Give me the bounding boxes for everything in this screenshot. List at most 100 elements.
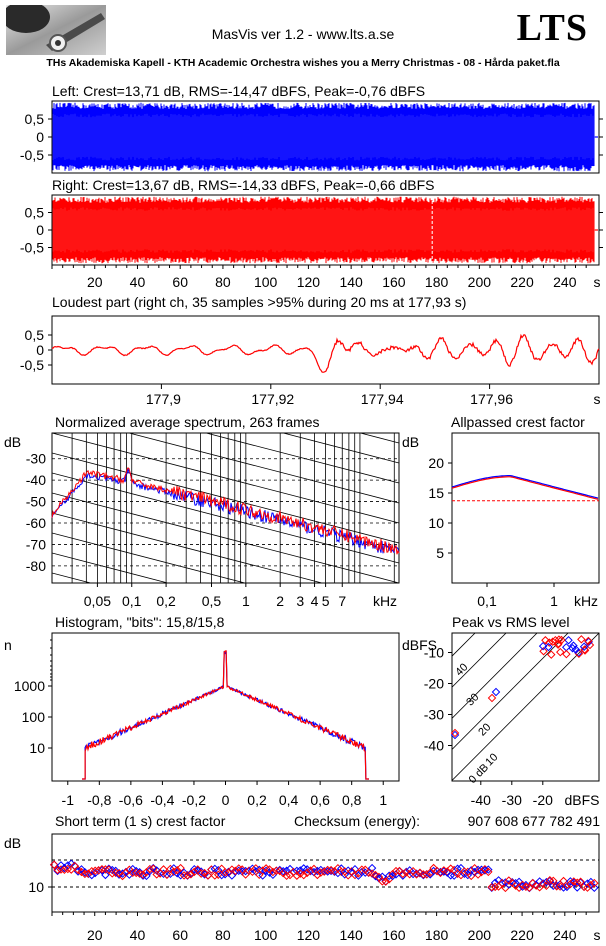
- spectrum-ytick-label: -70: [26, 536, 46, 552]
- spectrum-grid: [51, 433, 399, 583]
- shortterm-point-right: [549, 876, 558, 886]
- right-waveform: [52, 196, 598, 264]
- loudest-xtick-label: 177,94: [361, 391, 404, 407]
- spectrum-diagonal: [52, 492, 399, 583]
- right-xtick-label: 140: [339, 274, 363, 290]
- logo-photo: [2, 1, 106, 55]
- histogram-ytick-label: 100: [22, 709, 46, 725]
- spectrum-xtick-label: 5: [322, 593, 330, 609]
- shortterm-point-left: [466, 866, 476, 875]
- shortterm-point-right: [590, 878, 599, 888]
- shortterm-point-right: [316, 868, 326, 877]
- shortterm-point-right: [583, 883, 592, 892]
- histogram-ytick-label: 1000: [14, 678, 45, 694]
- spectrum-diagonal: [52, 313, 399, 403]
- spectrum-diagonal: [204, 433, 399, 484]
- shortterm-point-right: [203, 871, 213, 880]
- shortterm-point-left: [494, 876, 503, 885]
- shortterm-point-left: [101, 870, 110, 880]
- peakrms-diagonal: [452, 633, 538, 719]
- histogram-xtick-label: 0: [222, 792, 230, 808]
- shortterm-xtick-label: 220: [510, 927, 534, 943]
- shortterm-point-right: [395, 866, 404, 876]
- spectrum-ytick-label: -30: [26, 451, 46, 467]
- shortterm-point-right: [381, 877, 390, 886]
- spectrum-ytick-label: -40: [26, 472, 46, 488]
- right-xtick-label: 100: [254, 274, 278, 290]
- peakrms-diagonal: [452, 633, 569, 750]
- histogram-series-left: [82, 650, 369, 780]
- peakrms-point: [544, 642, 553, 652]
- shortterm-point-right: [456, 870, 466, 880]
- shortterm-xtick-label: 240: [553, 927, 577, 943]
- peakrms-point: [487, 693, 497, 703]
- peakrms-frame: [451, 632, 600, 782]
- spectrum-diagonal: [52, 472, 399, 564]
- shortterm-xtick-label: 140: [339, 927, 363, 943]
- shortterm-point-left: [60, 863, 69, 873]
- histogram-title: Histogram, "bits": 15,8/15,8: [55, 614, 225, 630]
- histogram-xtick-label: -0,4: [150, 792, 174, 808]
- shortterm-point-left: [484, 865, 493, 874]
- peakrms-point: [491, 687, 501, 697]
- peakrms-diagonal-label: 40: [453, 661, 470, 678]
- shortterm-point-left: [562, 882, 572, 892]
- shortterm-point-right: [162, 870, 172, 879]
- loudest-ytick-label: 0: [36, 342, 44, 358]
- shortterm-point-left: [166, 869, 175, 878]
- shortterm-point-left: [210, 864, 220, 874]
- allpass-ytick-label: 20: [428, 455, 444, 471]
- shortterm-point-right: [453, 869, 462, 878]
- shortterm-point-right: [292, 871, 302, 880]
- shortterm-point-right: [268, 867, 278, 877]
- peakrms-xtick-label: -40: [471, 792, 491, 808]
- loudest-xunit: s: [594, 391, 601, 407]
- shortterm-point-right: [425, 868, 435, 877]
- shortterm-point-right: [542, 881, 551, 891]
- spectrum-xtick-label: 0,5: [202, 593, 222, 609]
- shortterm-point-left: [131, 866, 141, 876]
- shortterm-point-right: [470, 864, 479, 873]
- peakrms-point: [553, 640, 563, 649]
- histogram-xtick-label: 1: [379, 792, 387, 808]
- shortterm-point-right: [244, 866, 254, 876]
- spectrum-xtick-label: 2: [276, 593, 284, 609]
- shortterm-point-left: [316, 865, 326, 875]
- shortterm-xtick-label: 120: [297, 927, 321, 943]
- loudest-waveform: [52, 333, 600, 373]
- allpass-title: Allpassed crest factor: [451, 414, 585, 430]
- right-ytick-label: 0: [36, 222, 44, 238]
- peakrms-point: [562, 642, 571, 652]
- shortterm-point-left: [220, 869, 230, 879]
- allpass-ytick-label: 10: [428, 515, 444, 531]
- shortterm-xtick-label: 180: [425, 927, 449, 943]
- allpass-ytick-label: 5: [436, 545, 444, 561]
- loudest-xtick-label: 177,92: [251, 391, 294, 407]
- shortterm-point-right: [251, 864, 261, 873]
- right-xtick-label: 220: [510, 274, 534, 290]
- histogram-xtick-label: -1: [62, 792, 75, 808]
- right-xunit: s: [594, 274, 601, 290]
- shortterm-point-right: [415, 868, 425, 877]
- loudest-xtick-label: 177,9: [146, 391, 181, 407]
- shortterm-point-left: [590, 883, 599, 893]
- shortterm-xtick-label: 200: [468, 927, 492, 943]
- shortterm-xunit: s: [594, 927, 601, 943]
- spectrum-xtick-label: 0,2: [156, 593, 176, 609]
- shortterm-point-right: [576, 877, 585, 887]
- shortterm-xtick-label: 100: [254, 927, 278, 943]
- peakrms-ytick-label: -20: [424, 676, 444, 692]
- right-xtick-label: 20: [87, 274, 103, 290]
- shortterm-point-right: [306, 866, 315, 875]
- shortterm-point-right: [237, 865, 247, 874]
- shortterm-point-right: [121, 868, 131, 877]
- shortterm-point-left: [196, 867, 206, 876]
- allpass-series-right: [451, 476, 599, 500]
- shortterm-point-left: [521, 880, 531, 890]
- shortterm-point-left: [125, 870, 134, 879]
- shortterm-point-right: [446, 864, 455, 873]
- shortterm-point-right: [49, 860, 59, 869]
- peakrms-point: [450, 728, 460, 738]
- peakrms-point: [557, 635, 566, 645]
